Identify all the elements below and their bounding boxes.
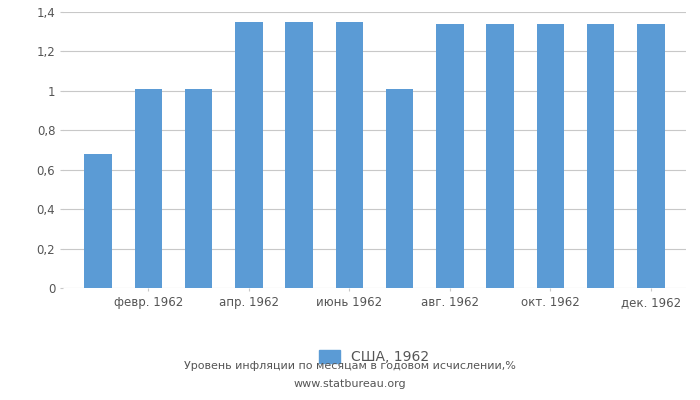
Text: Уровень инфляции по месяцам в годовом исчислении,%: Уровень инфляции по месяцам в годовом ис… (184, 361, 516, 371)
Bar (134, 89, 162, 288)
Text: www.statbureau.org: www.statbureau.org (294, 379, 406, 389)
Bar (536, 24, 564, 288)
Bar (486, 24, 514, 288)
Bar (185, 89, 213, 288)
Bar (587, 24, 615, 288)
Bar (335, 22, 363, 288)
Bar (235, 22, 262, 288)
Bar (637, 24, 664, 288)
Bar (386, 89, 414, 288)
Bar (436, 24, 463, 288)
Bar (286, 22, 313, 288)
Legend: США, 1962: США, 1962 (314, 345, 435, 370)
Bar (85, 154, 112, 288)
